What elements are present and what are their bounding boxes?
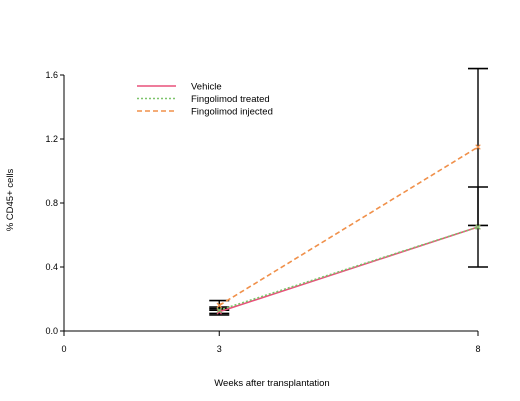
data-point bbox=[216, 307, 222, 313]
series-line-1 bbox=[219, 226, 479, 313]
data-point bbox=[216, 309, 222, 315]
x-tick-label: 8 bbox=[475, 344, 480, 354]
series-line-2 bbox=[219, 226, 479, 311]
axes: 0.0 0.4 0.8 1.2 1.6 0 3 8 bbox=[45, 70, 480, 354]
y-axis-title: % CD45+ cells bbox=[5, 168, 16, 231]
x-tick-label: 3 bbox=[217, 344, 222, 354]
y-tick-label: 1.6 bbox=[45, 70, 58, 80]
legend-label: Fingolimod treated bbox=[191, 94, 270, 105]
y-tick-label: 0.0 bbox=[45, 326, 58, 336]
data-point bbox=[216, 302, 222, 309]
marker-stroke bbox=[475, 224, 481, 230]
y-tick-label: 1.2 bbox=[45, 134, 58, 144]
marker-stroke bbox=[216, 302, 222, 309]
x-tick-label: 0 bbox=[61, 344, 66, 354]
legend-label: Vehicle bbox=[191, 82, 222, 93]
data-point bbox=[475, 224, 481, 230]
y-tick-label: 0.4 bbox=[45, 262, 58, 272]
y-tick-label: 0.8 bbox=[45, 198, 58, 208]
marker-stroke bbox=[216, 309, 222, 315]
marker-stroke bbox=[475, 144, 481, 150]
x-axis-title: Weeks after transplantation bbox=[214, 378, 329, 389]
data-point bbox=[475, 144, 481, 150]
marker-stroke bbox=[216, 307, 222, 313]
series-line-3 bbox=[218, 146, 479, 307]
legend-label: Fingolimod injected bbox=[191, 107, 273, 118]
data-markers bbox=[216, 144, 481, 315]
series-lines bbox=[218, 146, 479, 313]
